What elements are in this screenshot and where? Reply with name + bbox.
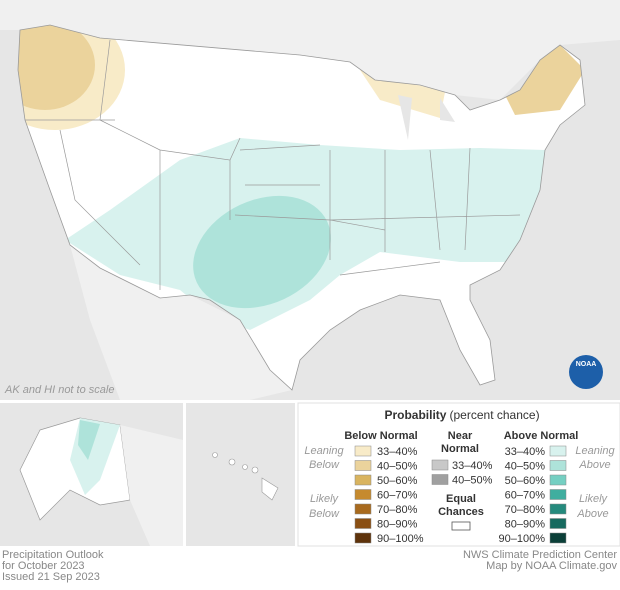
below-heading: Below Normal (344, 430, 417, 442)
above-swatch (549, 532, 567, 544)
near-heading: Normal (441, 443, 479, 455)
below-label: 50–60% (377, 475, 418, 487)
footer-left: Issued 21 Sep 2023 (2, 571, 100, 583)
above-label: 33–40% (505, 446, 546, 458)
above-swatch (549, 445, 567, 457)
canada-inset (120, 425, 183, 546)
above-label: 40–50% (505, 461, 546, 473)
footer-right: NWS Climate Prediction Center (463, 549, 617, 561)
above-swatch (549, 518, 567, 529)
below-leaning-area (505, 45, 585, 115)
below-swatch (354, 460, 372, 471)
us-map (18, 25, 585, 390)
above-swatch (549, 503, 567, 515)
likely-below: Likely (310, 493, 340, 505)
footer-left: Precipitation Outlook (2, 549, 104, 561)
logo-text: NOAA (576, 361, 597, 368)
below-label: 33–40% (377, 446, 418, 458)
above-40-50-area (193, 195, 331, 309)
above-swatch (549, 460, 567, 471)
below-label: 70–80% (377, 504, 418, 516)
above-swatch (549, 489, 567, 500)
near-swatch (431, 459, 449, 471)
below-swatch (354, 503, 372, 515)
near-heading: Near (448, 430, 473, 442)
leaning-below: Leaning (304, 445, 344, 457)
legend-title: Probability (percent chance) (384, 408, 539, 422)
below-swatch (354, 489, 372, 500)
near-label: 33–40% (452, 460, 493, 472)
below-label: 40–50% (377, 461, 418, 473)
equal-label: Equal (446, 493, 476, 505)
below-swatch (354, 445, 372, 457)
below-label: 60–70% (377, 490, 418, 502)
above-label: 60–70% (505, 490, 546, 502)
equal-label: Chances (438, 506, 484, 518)
below-swatch (354, 532, 372, 544)
noaa-logo (569, 355, 603, 389)
leaning-above: Leaning (575, 445, 615, 457)
above-label: 70–80% (505, 504, 546, 516)
below-swatch (354, 474, 372, 486)
map-note: AK and HI not to scale (4, 384, 114, 396)
alaska-above-40 (78, 420, 100, 460)
above-heading: Above Normal (504, 430, 579, 442)
below-label: 90–100% (377, 533, 424, 545)
hawaii-inset (186, 403, 295, 546)
leaning-below: Below (309, 459, 340, 471)
near-label: 40–50% (452, 475, 493, 487)
above-swatch (549, 474, 567, 486)
mexico (70, 245, 292, 400)
near-swatch (431, 474, 449, 485)
below-swatch (354, 518, 372, 529)
state-lines (25, 39, 521, 290)
legend-subtitle: (percent chance) (450, 408, 540, 422)
below-leaning-area (360, 70, 445, 118)
above-label: 80–90% (505, 519, 546, 531)
great-lakes (398, 95, 455, 140)
canada (0, 0, 620, 100)
above-label: 50–60% (505, 475, 546, 487)
likely-above: Above (576, 508, 608, 520)
hawaii (212, 452, 279, 501)
footer-right: Map by NOAA Climate.gov (486, 560, 617, 572)
likely-below: Below (309, 508, 340, 520)
above-label: 90–100% (499, 533, 546, 545)
footer-left: for October 2023 (2, 560, 85, 572)
below-label: 80–90% (377, 519, 418, 531)
leaning-above: Above (578, 459, 610, 471)
equal-swatch (451, 521, 471, 531)
legend-title-main: Probability (384, 408, 446, 422)
likely-above: Likely (579, 493, 609, 505)
